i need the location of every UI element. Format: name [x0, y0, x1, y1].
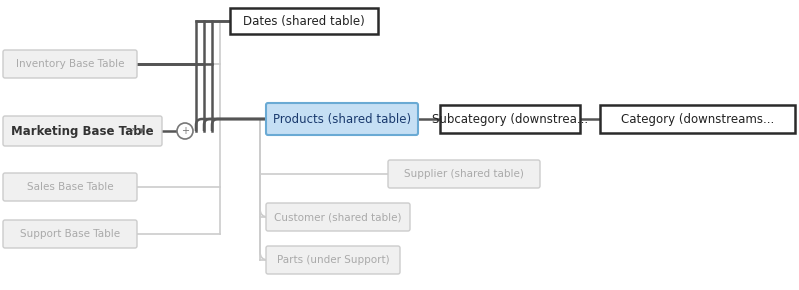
FancyBboxPatch shape — [266, 203, 410, 231]
FancyBboxPatch shape — [388, 160, 540, 188]
Text: Products (shared table): Products (shared table) — [273, 113, 411, 126]
FancyBboxPatch shape — [3, 173, 137, 201]
Text: Support Base Table: Support Base Table — [20, 229, 120, 239]
Text: Parts (under Support): Parts (under Support) — [276, 255, 389, 265]
FancyBboxPatch shape — [600, 105, 795, 133]
Text: Category (downstreams...: Category (downstreams... — [621, 113, 774, 126]
FancyBboxPatch shape — [3, 220, 137, 248]
Circle shape — [177, 123, 193, 139]
Text: ↗: ↗ — [129, 126, 136, 135]
FancyBboxPatch shape — [3, 116, 162, 146]
FancyBboxPatch shape — [230, 8, 378, 34]
Text: Subcategory (downstrea...: Subcategory (downstrea... — [432, 113, 588, 126]
Text: Marketing Base Table: Marketing Base Table — [11, 124, 154, 137]
FancyBboxPatch shape — [266, 246, 400, 274]
FancyBboxPatch shape — [266, 103, 418, 135]
FancyBboxPatch shape — [440, 105, 580, 133]
Text: ▼: ▼ — [139, 128, 145, 134]
FancyBboxPatch shape — [3, 50, 137, 78]
Text: Supplier (shared table): Supplier (shared table) — [404, 169, 524, 179]
Text: Customer (shared table): Customer (shared table) — [274, 212, 402, 222]
Text: Inventory Base Table: Inventory Base Table — [16, 59, 125, 69]
Text: Sales Base Table: Sales Base Table — [26, 182, 113, 192]
Text: +: + — [181, 126, 189, 136]
Text: Dates (shared table): Dates (shared table) — [243, 14, 365, 28]
